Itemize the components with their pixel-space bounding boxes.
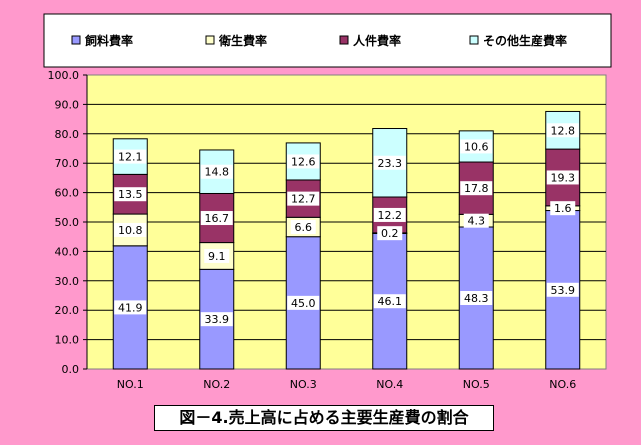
legend: 飼料費率 衛生費率 人件費率 その他生産費率 <box>71 33 567 48</box>
data-label: 53.9 <box>551 284 576 297</box>
y-tick-label: 90.0 <box>55 98 80 111</box>
data-label-bg <box>287 154 320 169</box>
legend-swatch <box>205 35 215 45</box>
data-label-bg <box>287 191 320 206</box>
y-tick-label: 20.0 <box>55 304 80 317</box>
y-tick-label: 80.0 <box>55 128 80 141</box>
data-label-bg <box>114 187 147 202</box>
legend-label: その他生産費率 <box>483 33 567 48</box>
data-label: 19.3 <box>551 171 576 184</box>
data-label: 1.6 <box>554 202 572 215</box>
y-tick-label: 40.0 <box>55 245 80 258</box>
y-tick-label: 70.0 <box>55 157 80 170</box>
data-label-bg <box>204 248 230 263</box>
data-label: 17.8 <box>464 182 489 195</box>
data-label-bg <box>200 312 233 327</box>
chart-caption: 図－4.売上高に占める主要生産費の割合 <box>154 405 494 431</box>
data-label: 10.8 <box>118 224 143 237</box>
data-label: 10.6 <box>464 140 489 153</box>
y-tick-label: 100.0 <box>48 69 80 82</box>
x-tick-label: NO.5 <box>463 378 490 391</box>
y-axis: 0.0 10.0 20.0 30.0 40.0 50.0 60.0 70.0 80.0 90.0 1… <box>48 69 88 376</box>
x-tick-label: NO.2 <box>203 378 230 391</box>
data-label: 13.5 <box>118 188 143 201</box>
legend-swatch <box>71 35 81 45</box>
legend-swatch <box>339 35 349 45</box>
data-label: 12.1 <box>118 151 143 164</box>
y-tick-label: 0.0 <box>62 363 80 376</box>
data-label: 33.9 <box>205 313 230 326</box>
x-tick-label: NO.6 <box>549 378 576 391</box>
y-tick-label: 60.0 <box>55 187 80 200</box>
data-label-bg <box>114 300 147 315</box>
data-label: 14.8 <box>205 166 230 179</box>
gridlines <box>87 103 606 341</box>
data-label: 45.0 <box>291 297 316 310</box>
data-label-bg <box>460 139 493 154</box>
x-tick-label: NO.1 <box>117 378 144 391</box>
data-label: 41.9 <box>118 301 143 314</box>
data-label-bg <box>373 294 406 309</box>
data-label-bg <box>550 201 576 216</box>
x-axis: NO.1 NO.2 NO.3 NO.4 NO.5 NO.6 <box>117 378 576 391</box>
data-label-bg <box>114 222 147 237</box>
data-label-bg <box>200 164 233 179</box>
data-label: 48.3 <box>464 292 489 305</box>
data-label: 12.6 <box>291 155 316 168</box>
data-label-bg <box>114 149 147 164</box>
legend-box <box>43 13 612 68</box>
data-label: 16.7 <box>205 212 230 225</box>
data-label-bg <box>290 219 316 234</box>
data-label: 12.2 <box>378 209 403 222</box>
y-tick-label: 30.0 <box>55 275 80 288</box>
data-label-bg <box>463 213 489 228</box>
legend-swatch <box>469 35 479 45</box>
data-label-bg <box>546 282 579 297</box>
data-label: 46.1 <box>378 295 403 308</box>
data-label-bg <box>373 207 406 222</box>
data-label-bg <box>546 170 579 185</box>
legend-label: 衛生費率 <box>218 33 267 48</box>
legend-label: 人件費率 <box>353 33 401 48</box>
legend-label: 飼料費率 <box>84 33 133 48</box>
data-label: 23.3 <box>378 157 403 170</box>
data-label: 12.7 <box>291 193 316 206</box>
data-label-bg <box>460 290 493 305</box>
data-label-bg <box>200 211 233 226</box>
data-label: 12.8 <box>551 124 576 137</box>
data-label-bg <box>546 123 579 138</box>
x-tick-label: NO.3 <box>290 378 317 391</box>
data-label-bg <box>377 226 403 241</box>
data-label: 0.2 <box>381 227 399 240</box>
y-tick-label: 10.0 <box>55 334 80 347</box>
data-label-bg <box>373 155 406 170</box>
bars: 41.9 10.8 13.5 12.1 33.9 9.1 16.7 14.8 45.0 6.6 12… <box>112 110 581 370</box>
x-tick-label: NO.4 <box>376 378 403 391</box>
data-label-bg <box>287 295 320 310</box>
y-tick-label: 50.0 <box>55 216 80 229</box>
data-label: 6.6 <box>295 221 313 234</box>
data-label: 9.1 <box>208 250 226 263</box>
data-label-bg <box>460 181 493 196</box>
data-label: 4.3 <box>468 215 486 228</box>
